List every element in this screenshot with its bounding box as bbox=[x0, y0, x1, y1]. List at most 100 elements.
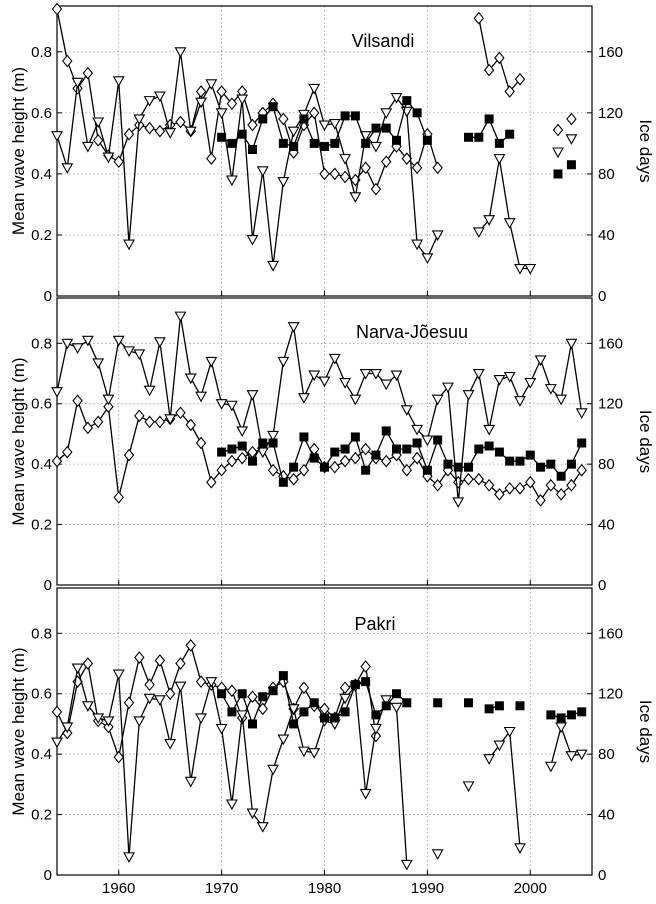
panel-1-series-3-triangle-down-point-31 bbox=[370, 141, 382, 153]
panel-3-series-1-triangle-down-point-32 bbox=[380, 695, 393, 706]
panel-1-series-5-triangle-down-point-0 bbox=[565, 134, 578, 145]
panel-1-series-6-square-point-6 bbox=[278, 138, 288, 148]
panel-3-series-11-square-point-2 bbox=[566, 710, 576, 720]
panel-2-series-0-diamond-point-40 bbox=[463, 472, 474, 486]
panel-2-series-0-diamond-point-18 bbox=[236, 451, 248, 465]
panel-3-series-0-diamond-point-0 bbox=[51, 705, 63, 719]
panel-2-series-2-square-point-31 bbox=[536, 462, 546, 472]
panel-1-series-6-square-point-5 bbox=[268, 102, 278, 112]
panel-2-series-1-triangle-down-point-1 bbox=[61, 338, 74, 350]
panel-1-series-6-square-point-9 bbox=[309, 138, 319, 148]
panel-3-series-5-triangle-down-point-1 bbox=[555, 722, 568, 734]
panel-3-y2tick-label-4: 160 bbox=[598, 625, 623, 642]
panel-3-series-4-triangle-down-point-3 bbox=[514, 843, 526, 854]
panel-1-series-7-square-point-4 bbox=[505, 129, 515, 139]
panel-2-series-1-triangle-down-point-18 bbox=[236, 426, 249, 438]
panel-2-series-1-triangle-down-point-35 bbox=[411, 424, 424, 436]
panel-3-series-9-square-point-1 bbox=[494, 701, 504, 711]
panel-2-series-0-diamond-point-35 bbox=[411, 451, 423, 465]
panel-1-series-3-triangle-down-point-1 bbox=[61, 163, 74, 174]
panel-2-series-1-triangle-down-point-4 bbox=[92, 358, 105, 370]
panel-3-series-0-diamond-point-19 bbox=[247, 690, 258, 704]
panel-2-frame bbox=[56, 297, 593, 586]
panel-2-series-1-triangle-down-point-51 bbox=[575, 408, 588, 419]
panel-1-series-6-square-point-11 bbox=[330, 138, 340, 148]
panel-3-series-1-triangle-down-point-8 bbox=[133, 716, 146, 728]
panel-3-series-4-triangle-down-point-1 bbox=[493, 740, 506, 752]
panel-1-series-6-square-point-13 bbox=[350, 111, 360, 121]
panel-3-series-1-triangle-down-point-30 bbox=[359, 788, 372, 800]
panel-2-series-0-diamond-point-1 bbox=[62, 445, 73, 459]
panel-1-series-0-diamond-point-12 bbox=[175, 115, 186, 129]
panel-1-series-3-triangle-down-point-17 bbox=[225, 175, 238, 187]
panel-3-series-1-triangle-down-point-19 bbox=[246, 808, 259, 820]
panel-2-series-1-triangle-down-point-11 bbox=[164, 414, 177, 425]
panel-3-series-1-triangle-down-point-4 bbox=[92, 713, 105, 725]
panel-3-series-6-square-point-17 bbox=[392, 689, 402, 699]
panel-2-ytick-label-2: 0.4 bbox=[31, 456, 52, 473]
panel-2-series-2-square-point-8 bbox=[299, 432, 309, 442]
panel-1-series-6-square-point-10 bbox=[320, 141, 329, 151]
panel-1-series-6-square-point-3 bbox=[247, 144, 257, 154]
panel-2-series-1-triangle-down-point-27 bbox=[328, 353, 341, 365]
panel-2-y2tick-label-1: 40 bbox=[598, 517, 615, 534]
panel-3-series-1-triangle-down-point-7 bbox=[123, 852, 135, 864]
panel-3-series-6-square-point-7 bbox=[289, 719, 299, 729]
panel-3-series-8-square-point-0 bbox=[464, 698, 474, 708]
panel-2-series-1-triangle-down-point-46 bbox=[524, 378, 537, 389]
panel-2-series-0-diamond-point-46 bbox=[525, 475, 536, 489]
panel-3-series-5-triangle-down-point-2 bbox=[565, 751, 578, 762]
panel-2-series-2-square-point-4 bbox=[258, 438, 268, 448]
panel-2-series-1-triangle-down-point-41 bbox=[472, 368, 485, 380]
panel-2-series-2-square-point-28 bbox=[505, 456, 515, 466]
panel-1-series-3-triangle-down-point-37 bbox=[431, 230, 444, 242]
panel-2-series-1-triangle-down-point-47 bbox=[534, 355, 547, 367]
panel-2-series-0-diamond-point-9 bbox=[144, 415, 155, 429]
panel-3-series-0-diamond-point-9 bbox=[144, 678, 155, 692]
panel-2-series-1-triangle-down-point-9 bbox=[143, 385, 156, 397]
panel-3-series-0-diamond-point-12 bbox=[175, 657, 186, 670]
panel-3-series-6-square-point-16 bbox=[381, 701, 391, 711]
panel-1-series-3-triangle-down-point-7 bbox=[123, 239, 135, 251]
panel-2-series-1-triangle-down-point-28 bbox=[339, 378, 352, 389]
panel-1-series-0-diamond-point-27 bbox=[329, 167, 340, 181]
panel-2-y2tick-label-3: 120 bbox=[598, 396, 623, 413]
panel-3-series-4-triangle-down-point-0 bbox=[483, 754, 496, 765]
panel-1-y2label: Ice days bbox=[636, 119, 655, 182]
panel-1-series-1-diamond-point-1 bbox=[483, 63, 495, 77]
panel-2-series-2-square-point-21 bbox=[433, 435, 443, 445]
panel-2-series-0-diamond-point-49 bbox=[555, 487, 567, 501]
panel-3-series-10-square-point-0 bbox=[515, 701, 525, 711]
panel-1-series-0-diamond-point-22 bbox=[278, 112, 289, 126]
panel-2-series-1-triangle-down-point-10 bbox=[153, 337, 166, 348]
panel-3-series-1-triangle-down-point-2 bbox=[71, 663, 84, 675]
panel-1-title: Vilsandi bbox=[352, 31, 415, 51]
panel-3-series-6-square-point-18 bbox=[402, 698, 412, 708]
panel-2-series-2-square-point-24 bbox=[464, 462, 474, 472]
panel-1-series-3-triangle-down-point-9 bbox=[143, 96, 156, 107]
panel-3-series-1-triangle-down-point-28 bbox=[339, 693, 352, 705]
panel-1-series-0-diamond-point-26 bbox=[319, 167, 330, 181]
panel-1-series-3-triangle-down-point-18 bbox=[236, 94, 249, 106]
panel-2-series-0-diamond-point-7 bbox=[123, 448, 135, 462]
panel-2-series-0-diamond-point-47 bbox=[535, 494, 546, 507]
panel-3-series-4-line bbox=[488, 729, 521, 848]
panel-1-series-3-triangle-down-point-12 bbox=[174, 47, 187, 58]
panel-2-y2tick-label-0: 0 bbox=[598, 577, 606, 594]
panel-3-series-1-line bbox=[56, 667, 408, 865]
panel-1-series-0-diamond-point-17 bbox=[226, 97, 238, 111]
panel-2-series-2-square-point-18 bbox=[402, 444, 412, 454]
panel-2-series-1-triangle-down-point-37 bbox=[431, 394, 444, 406]
panel-2-series-0-diamond-point-6 bbox=[113, 491, 124, 504]
panel-2-series-2-square-point-3 bbox=[247, 456, 257, 466]
panel-1-series-8-square-point-0 bbox=[566, 160, 576, 170]
panel-1-series-0-diamond-point-30 bbox=[360, 161, 371, 175]
panel-2-series-2-square-point-34 bbox=[566, 459, 576, 469]
panel-1-series-3-triangle-down-point-2 bbox=[71, 77, 84, 89]
panel-1-series-0-diamond-point-3 bbox=[82, 66, 94, 80]
panel-2-series-2-square-point-33 bbox=[556, 471, 566, 481]
panel-3-xtick-label-2: 1980 bbox=[308, 880, 341, 897]
panel-2-series-1-triangle-down-point-21 bbox=[267, 430, 279, 442]
panel-2-series-0-diamond-point-44 bbox=[504, 481, 515, 495]
